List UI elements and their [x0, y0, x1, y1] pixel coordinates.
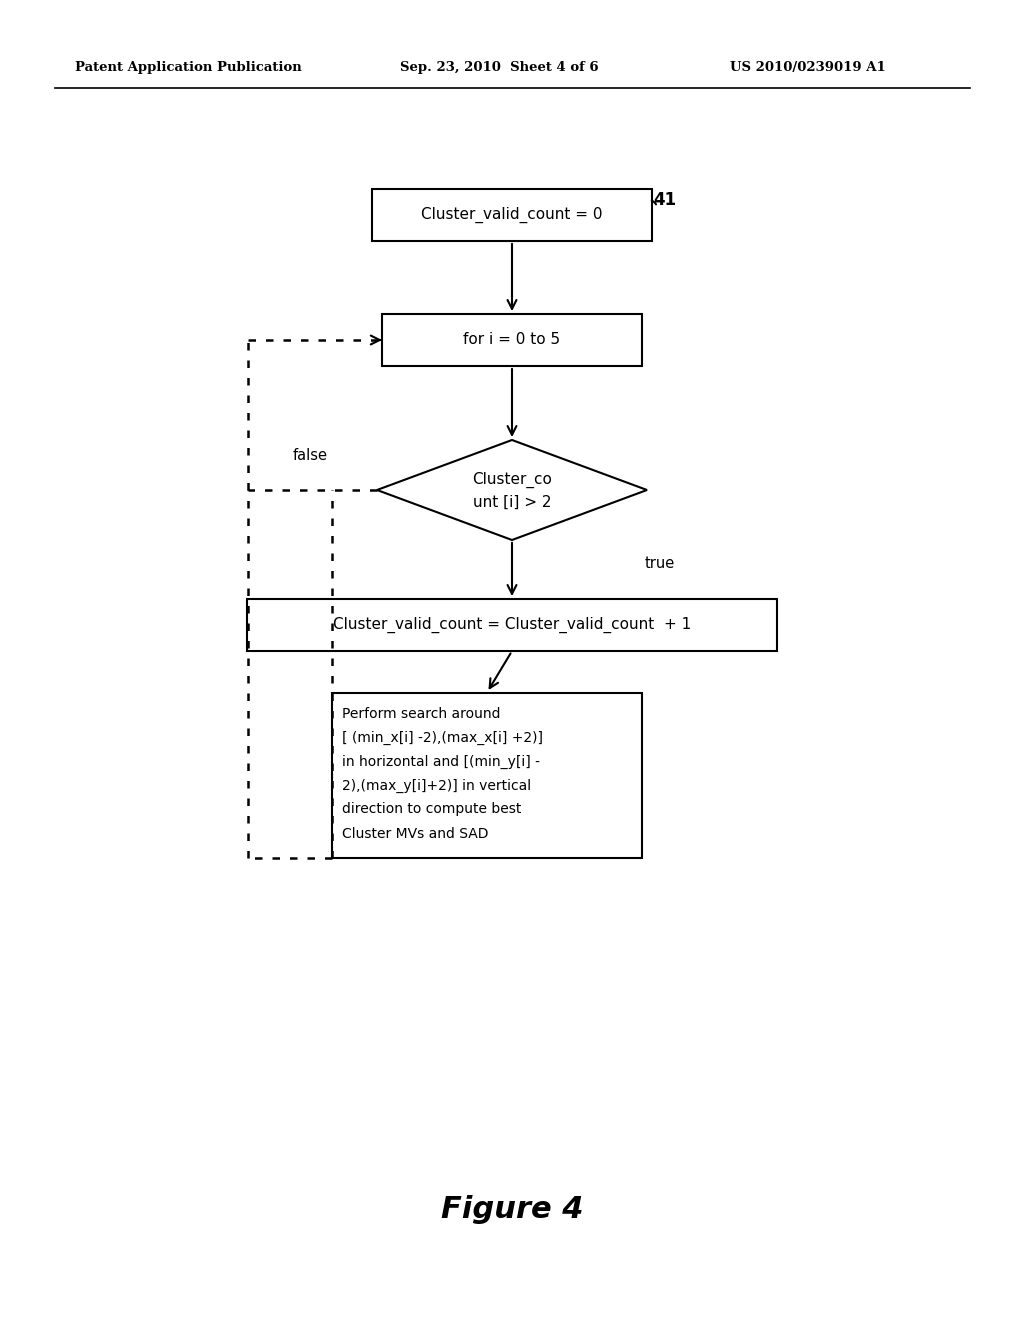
Text: in horizontal and [(min_y[i] -: in horizontal and [(min_y[i] - [342, 755, 540, 768]
Text: Patent Application Publication: Patent Application Publication [75, 62, 302, 74]
Bar [247, 599, 777, 651]
Text: for i = 0 to 5: for i = 0 to 5 [464, 333, 560, 347]
Text: Cluster_valid_count = Cluster_valid_count  + 1: Cluster_valid_count = Cluster_valid_coun… [333, 616, 691, 634]
Text: [ (min_x[i] -2),(max_x[i] +2)]: [ (min_x[i] -2),(max_x[i] +2)] [342, 730, 543, 744]
Text: 2),(max_y[i]+2)] in vertical: 2),(max_y[i]+2)] in vertical [342, 779, 531, 792]
Text: Cluster MVs and SAD: Cluster MVs and SAD [342, 826, 488, 841]
Text: unt [i] > 2: unt [i] > 2 [473, 495, 551, 510]
Bar [382, 314, 642, 366]
Text: Perform search around: Perform search around [342, 706, 501, 721]
Text: US 2010/0239019 A1: US 2010/0239019 A1 [730, 62, 886, 74]
Text: Sep. 23, 2010  Sheet 4 of 6: Sep. 23, 2010 Sheet 4 of 6 [400, 62, 599, 74]
Bar [372, 189, 652, 242]
Text: true: true [645, 556, 675, 570]
Text: Figure 4: Figure 4 [440, 1196, 584, 1225]
Text: Cluster_valid_count = 0: Cluster_valid_count = 0 [421, 207, 603, 223]
Text: false: false [293, 447, 328, 462]
Text: direction to compute best: direction to compute best [342, 803, 521, 817]
Bar [332, 693, 642, 858]
Text: 41: 41 [653, 191, 676, 209]
Polygon shape [377, 440, 647, 540]
Text: Cluster_co: Cluster_co [472, 471, 552, 488]
